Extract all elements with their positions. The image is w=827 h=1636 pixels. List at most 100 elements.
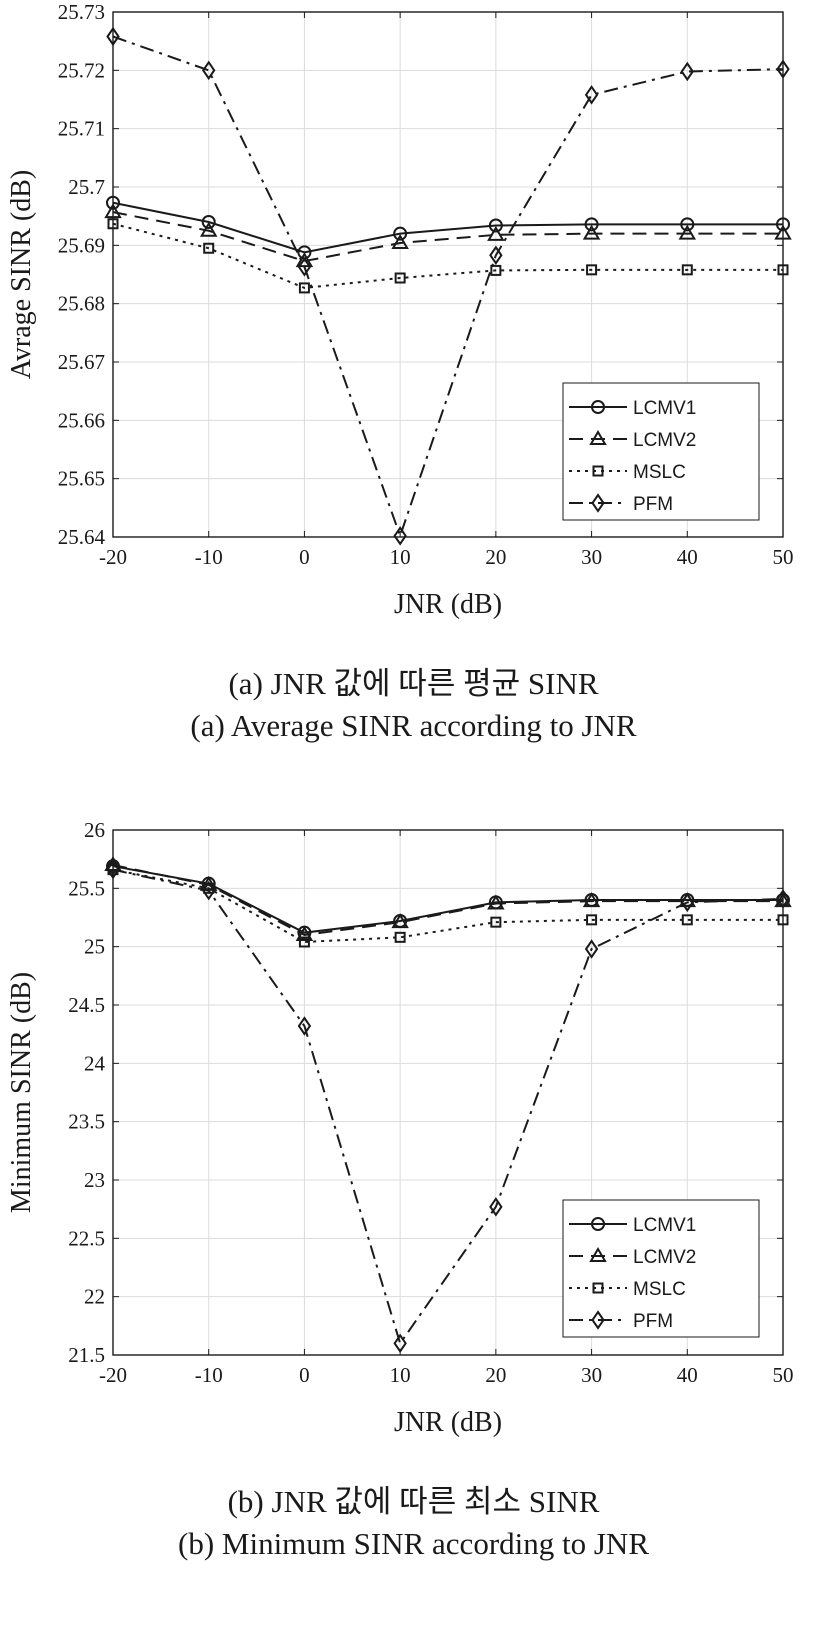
chart-b-xtick-label: 0: [299, 1363, 310, 1387]
chart-a-series-line: [112, 201, 783, 254]
chart-b-xtick-label: 20: [485, 1363, 506, 1387]
chart-b-axes-frame: [112, 829, 784, 1356]
chart-b-data-point: [295, 926, 314, 941]
chart-b-data-point: [106, 859, 120, 880]
chart-b-yaxis-label: Minimum SINR (dB): [6, 972, 37, 1213]
caption-b-korean: (b) JNR 값에 따른 최소 SINR: [227, 1484, 600, 1519]
chart-b-ytick-label: 22.5: [68, 1226, 105, 1250]
chart-a-legend-marker: [591, 400, 605, 414]
chart-a-xtick-label: 30: [581, 545, 602, 569]
chart-b-legend-label: PFM: [633, 1311, 673, 1332]
chart-a-data-point: [777, 264, 789, 276]
chart-b-series-pfm: [106, 859, 790, 1354]
chart-a-series-lcmv1: [106, 195, 790, 260]
chart-b-legend-marker: [592, 1282, 604, 1294]
chart-b-data-point: [680, 892, 694, 913]
chart-a-data-point: [584, 217, 599, 232]
chart-a-data-point: [681, 264, 693, 276]
chart-b-xtick-label: 30: [581, 1363, 602, 1387]
chart-a-data-point: [297, 257, 312, 277]
chart-b-data-point: [297, 1016, 312, 1036]
chart-b-data-point: [393, 1333, 407, 1354]
chart-b-data-point: [490, 916, 502, 928]
chart-a-data-point: [106, 195, 120, 210]
chart-a: -20 -10 0 10 20 30 40 50 25.64 25.65 25.66 25.67 25.…: [6, 0, 794, 620]
chart-a-series-line: [112, 35, 784, 539]
chart-a-xaxis-label: JNR (dB): [394, 589, 502, 620]
chart-a-legend-label: MSLC: [633, 462, 686, 483]
chart-a-legend: LCMV1 LCMV2 MSLC PFM: [562, 382, 760, 521]
chart-b-data-point: [776, 889, 790, 909]
chart-a-legend-label: LCMV1: [633, 398, 696, 419]
chart-a-data-point: [203, 242, 215, 254]
chart-b-legend-label: LCMV1: [633, 1215, 696, 1236]
chart-a-ytick-label: 25.71: [58, 117, 105, 141]
chart-a-xtick-label: 50: [773, 545, 794, 569]
chart-b-xaxis-label: JNR (dB): [394, 1407, 502, 1438]
chart-b-ytick-label: 25: [84, 935, 105, 959]
chart-a-data-point: [776, 59, 790, 79]
chart-a-series-line: [112, 222, 783, 289]
chart-a-xtick-label: 0: [299, 545, 310, 569]
caption-a-korean: (a) JNR 값에 따른 평균 SINR: [228, 666, 599, 701]
chart-a-data-point: [678, 224, 697, 240]
chart-a-series-mslc: [107, 218, 789, 294]
chart-a-data-point: [584, 85, 599, 105]
chart-b-ytick-label: 21.5: [68, 1343, 105, 1367]
chart-a-legend-label: LCMV2: [633, 430, 696, 451]
chart-a-data-point: [107, 218, 119, 230]
chart-b-data-point: [681, 914, 693, 926]
chart-a-data-point: [680, 61, 694, 82]
chart-b-data-point: [584, 939, 599, 959]
chart-b-xtick-label: 50: [773, 1363, 794, 1387]
chart-b-ytick-label: 22: [84, 1285, 105, 1309]
chart-b-legend-marker: [589, 1247, 607, 1262]
chart-a-data-point: [104, 203, 122, 219]
chart-b-data-point: [391, 913, 409, 929]
chart-a-data-point: [776, 217, 790, 232]
chart-a-data-point: [199, 221, 218, 237]
chart-b-legend-label: MSLC: [633, 1279, 686, 1300]
chart-a-data-point: [490, 264, 502, 276]
chart-b-legend: LCMV1 LCMV2 MSLC PFM: [562, 1199, 760, 1338]
chart-b-legend-marker: [591, 1310, 605, 1330]
chart-b-data-point: [394, 931, 406, 943]
chart-a-data-point: [488, 218, 503, 233]
chart-b-data-point: [582, 892, 601, 908]
chart-a-data-point: [586, 264, 598, 276]
chart-a-xtick-label: 20: [485, 545, 506, 569]
caption-b-english: (b) Minimum SINR according to JNR: [178, 1526, 649, 1561]
chart-a-xtick-label: -20: [99, 545, 127, 569]
chart-b-xtick-label: 10: [390, 1363, 411, 1387]
chart-b-data-point: [487, 894, 505, 910]
chart-b-legend-marker: [591, 1217, 605, 1231]
chart-b-ytick-label: 24.5: [68, 993, 105, 1017]
chart-b-ytick-label: 24: [84, 1051, 106, 1075]
chart-a-legend-label: PFM: [633, 494, 673, 515]
chart-b-xtick-label: -20: [99, 1363, 127, 1387]
chart-a-legend-marker: [592, 465, 604, 477]
chart-a-data-point: [202, 60, 216, 81]
chart-b-data-point: [298, 936, 310, 948]
chart-b-legend-label: LCMV2: [633, 1247, 696, 1268]
chart-a-yaxis-label: Avrage SINR (dB): [6, 170, 37, 379]
chart-a-ytick-label: 25.73: [58, 0, 105, 24]
chart-a-data-point: [487, 225, 505, 241]
chart-a-ytick-label: 25.68: [58, 292, 105, 316]
chart-a-data-point: [201, 215, 216, 229]
chart-a-data-point: [393, 526, 407, 546]
chart-b-ytick-label: 26: [84, 818, 105, 842]
chart-a-ytick-label: 25.72: [58, 58, 105, 82]
chart-b-series-line: [112, 865, 783, 934]
chart-b-series-line: [112, 864, 783, 937]
chart-b-xtick-label: 40: [677, 1363, 698, 1387]
chart-a-ytick-label: 25.66: [58, 408, 105, 432]
chart-a-ytick-label: 25.7: [68, 175, 105, 199]
chart-a-series-pfm: [106, 26, 790, 546]
chart-b-data-point: [586, 914, 598, 926]
chart-a-legend-marker: [589, 430, 607, 445]
chart-b-series-line: [112, 868, 784, 1346]
chart-b: -20 -10 0 10 20 30 40 50 21.5 22 22.5 23 23.5 24 24.5 2…: [6, 818, 794, 1438]
chart-a-legend-marker: [591, 493, 605, 513]
